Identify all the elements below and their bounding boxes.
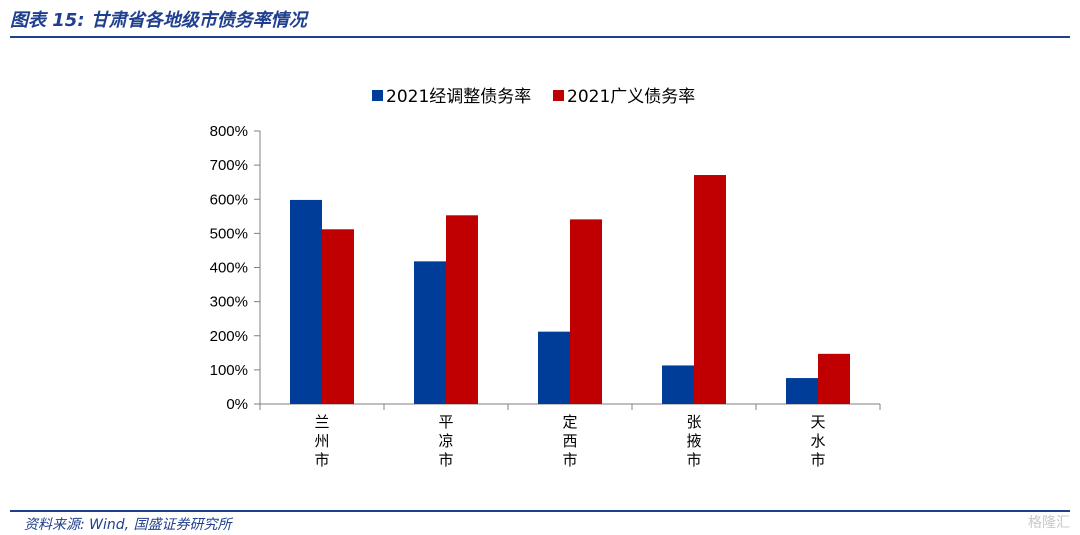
- bar-broad-debt-ratio: [694, 175, 726, 404]
- bar-broad-debt-ratio: [322, 229, 354, 404]
- y-tick-label: 800%: [210, 123, 248, 140]
- x-tick-label: 天水市: [810, 413, 825, 469]
- footer-divider: [10, 510, 1070, 512]
- bar-broad-debt-ratio: [570, 219, 602, 404]
- bars: [290, 175, 850, 404]
- legend: 2021经调整债务率 2021广义债务率: [372, 87, 695, 107]
- bar-broad-debt-ratio: [446, 215, 478, 404]
- bar-chart: 2021经调整债务率 2021广义债务率 0% 100% 200% 300% 400% 50…: [210, 87, 881, 469]
- legend-label: 2021经调整债务率: [386, 87, 531, 107]
- y-tick-label: 100%: [210, 362, 248, 379]
- bar-broad-debt-ratio: [818, 353, 850, 404]
- x-tick-label: 张掖市: [686, 413, 701, 469]
- x-tick-label: 定西市: [562, 413, 577, 469]
- y-tick-label: 400%: [210, 260, 248, 277]
- bar-adjusted-debt-ratio: [414, 261, 446, 404]
- legend-swatch: [372, 90, 383, 101]
- x-axis: 兰州市 平凉市 定西市 张掖市 天水市: [259, 403, 881, 469]
- bar-adjusted-debt-ratio: [662, 365, 694, 404]
- y-tick-label: 700%: [210, 157, 248, 174]
- y-axis: 0% 100% 200% 300% 400% 500% 600% 700% 800%: [210, 123, 261, 413]
- x-tick-label: 平凉市: [438, 413, 453, 469]
- legend-swatch: [553, 90, 564, 101]
- watermark-logo: 格隆汇: [1028, 515, 1070, 531]
- bar-adjusted-debt-ratio: [290, 199, 322, 404]
- bar-adjusted-debt-ratio: [786, 378, 818, 404]
- title-divider: [10, 36, 1070, 38]
- y-tick-label: 200%: [210, 328, 248, 345]
- y-tick-label: 0%: [226, 396, 248, 413]
- y-tick-label: 300%: [210, 294, 248, 311]
- legend-label: 2021广义债务率: [567, 87, 695, 107]
- source-note: 资料来源: Wind, 国盛证券研究所: [24, 517, 232, 533]
- bar-adjusted-debt-ratio: [538, 331, 570, 404]
- y-tick-label: 600%: [210, 191, 248, 208]
- chart-title: 图表 15: 甘肃省各地级市债务率情况: [10, 10, 307, 31]
- y-tick-label: 500%: [210, 225, 248, 242]
- x-tick-label: 兰州市: [314, 413, 329, 469]
